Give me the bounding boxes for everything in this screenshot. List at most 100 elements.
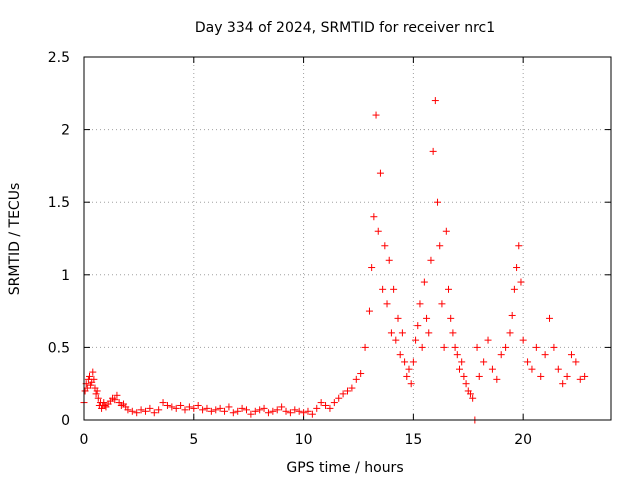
data-point: [269, 407, 277, 415]
data-point: [427, 256, 435, 264]
data-point: [326, 404, 334, 412]
data-point: [291, 406, 299, 414]
data-point: [94, 394, 102, 402]
data-point: [282, 407, 290, 415]
data-point: [480, 358, 488, 366]
data-point: [93, 387, 101, 395]
data-point: [460, 372, 468, 380]
data-point: [436, 242, 444, 250]
data-point: [203, 404, 211, 412]
data-point: [581, 372, 589, 380]
data-point: [383, 300, 391, 308]
data-point: [163, 401, 171, 409]
data-point: [247, 410, 255, 418]
data-point: [455, 365, 463, 373]
data-point: [572, 358, 580, 366]
data-point: [92, 390, 100, 398]
y-axis-label: SRMTID / TECUs: [7, 183, 23, 296]
data-point: [317, 399, 325, 407]
data-point: [335, 394, 343, 402]
data-points: [80, 97, 589, 424]
data-point: [100, 399, 108, 407]
data-point: [234, 407, 242, 415]
data-point: [300, 409, 308, 417]
data-point: [229, 409, 237, 417]
data-point: [87, 381, 95, 389]
data-point: [488, 365, 496, 373]
data-point: [576, 375, 584, 383]
data-point: [438, 300, 446, 308]
data-point: [434, 198, 442, 206]
data-point: [440, 343, 448, 351]
x-tick-label: 5: [189, 432, 198, 448]
data-point: [453, 351, 461, 359]
data-point: [537, 372, 545, 380]
data-point: [403, 372, 411, 380]
data-point: [414, 322, 422, 330]
data-point: [554, 365, 562, 373]
x-tick-label: 10: [295, 432, 313, 448]
chart-title: Day 334 of 2024, SRMTID for receiver nrc…: [195, 20, 495, 36]
data-point: [85, 372, 93, 380]
data-point: [517, 278, 525, 286]
data-point: [506, 329, 514, 337]
data-point: [264, 409, 272, 417]
data-point: [141, 407, 149, 415]
y-tick-label: 1: [61, 268, 70, 284]
data-point: [412, 336, 420, 344]
data-point: [515, 242, 523, 250]
data-point: [357, 370, 365, 378]
data-point: [396, 351, 404, 359]
data-point: [361, 343, 369, 351]
data-point: [368, 264, 376, 272]
x-tick-label: 15: [404, 432, 422, 448]
data-point: [221, 407, 229, 415]
y-tick-label: 2.5: [48, 50, 70, 66]
data-point: [370, 213, 378, 221]
data-point: [339, 390, 347, 398]
data-point: [225, 403, 233, 411]
data-point: [466, 390, 474, 398]
axis-ticks: [83, 56, 611, 421]
y-tick-label: 2: [61, 123, 70, 139]
data-point: [348, 384, 356, 392]
y-tick-label: 0: [61, 413, 70, 429]
data-point: [497, 351, 505, 359]
data-point: [425, 329, 433, 337]
data-point: [101, 401, 109, 409]
data-point: [216, 404, 224, 412]
data-point: [260, 404, 268, 412]
data-point: [159, 399, 167, 407]
data-point: [137, 406, 145, 414]
data-point: [563, 372, 571, 380]
data-point: [330, 399, 338, 407]
data-point: [550, 343, 558, 351]
data-point: [387, 329, 395, 337]
data-point: [199, 406, 207, 414]
data-point: [185, 403, 193, 411]
data-point: [181, 406, 189, 414]
data-point: [392, 336, 400, 344]
data-point: [379, 285, 387, 293]
data-point: [128, 407, 136, 415]
data-point: [98, 404, 106, 412]
data-point: [449, 329, 457, 337]
data-point: [462, 380, 470, 388]
data-point: [513, 264, 521, 272]
data-point: [194, 401, 202, 409]
data-point: [238, 404, 246, 412]
data-point: [502, 343, 510, 351]
data-point: [541, 351, 549, 359]
data-point: [313, 404, 321, 412]
data-point: [473, 343, 481, 351]
data-point: [251, 407, 259, 415]
data-point: [273, 406, 281, 414]
data-point: [423, 314, 431, 322]
y-tick-label: 1.5: [48, 195, 70, 211]
data-point: [429, 147, 437, 155]
data-point: [295, 407, 303, 415]
data-point: [150, 409, 158, 417]
data-point: [374, 227, 382, 235]
data-point: [469, 394, 477, 402]
data-point: [394, 314, 402, 322]
